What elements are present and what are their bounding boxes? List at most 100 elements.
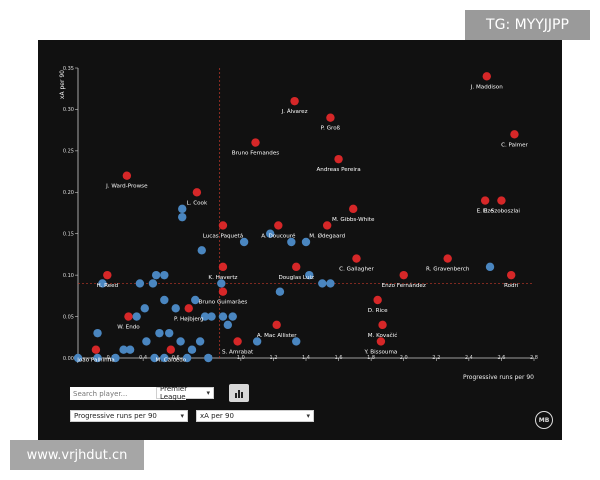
- player-point: [195, 337, 205, 346]
- chart-panel: 00.20.40.60.81.01.21.41.61.82.02.22.42.6…: [38, 40, 562, 440]
- player-point: [73, 353, 83, 363]
- y-tick-label: 0.05: [63, 314, 74, 320]
- player-point: [191, 295, 200, 305]
- player-label: João Palhinha: [76, 358, 114, 364]
- player-point: [265, 229, 275, 238]
- player-point: [275, 287, 285, 296]
- watermark-bottom: www.vrjhdut.cn: [10, 440, 144, 470]
- player-label: W. Endo: [117, 325, 140, 331]
- player-point: [207, 312, 216, 321]
- x-tick-label: 0.2: [107, 355, 115, 361]
- highlighted-player-point: [290, 96, 299, 106]
- x-tick-label: 2.4: [465, 355, 473, 361]
- player-label: Y. Bissouma: [363, 349, 397, 355]
- player-label: Bruno Guimarães: [199, 300, 248, 306]
- highlighted-player-point: [124, 312, 133, 321]
- player-label: J. Ward-Prowse: [105, 184, 148, 190]
- y-tick-label: 0.20: [63, 190, 74, 196]
- highlighted-player-point: [184, 304, 193, 313]
- player-point: [305, 270, 314, 280]
- x-tick-label: 2.8: [530, 355, 538, 361]
- highlighted-player-point: [91, 345, 101, 354]
- x-tick-label: 0.4: [139, 355, 147, 361]
- player-point: [176, 337, 185, 346]
- player-point: [155, 328, 164, 338]
- bar-chart-icon: [235, 393, 237, 398]
- player-point: [239, 237, 249, 247]
- highlighted-player-point: [272, 320, 281, 330]
- player-point: [148, 279, 158, 288]
- highlighted-player-point: [376, 337, 386, 346]
- player-point: [217, 279, 226, 288]
- player-point: [318, 279, 327, 288]
- player-label: Rodri: [504, 283, 519, 289]
- highlighted-player-point: [322, 221, 332, 230]
- highlighted-player-point: [192, 188, 202, 197]
- league-select-value: Premier League: [160, 385, 188, 401]
- y-axis-label: xA per 90: [59, 70, 66, 99]
- highlighted-player-point: [218, 287, 228, 296]
- player-point: [292, 337, 301, 346]
- player-label: R. Gravenberch: [426, 267, 470, 273]
- player-point: [160, 270, 169, 280]
- player-label: Bruno Fernandes: [232, 151, 279, 157]
- player-label: D. Szoboszlai: [483, 209, 521, 215]
- highlighted-player-point: [292, 262, 301, 272]
- x-tick-label: 1.0: [237, 355, 245, 361]
- player-point: [182, 353, 192, 363]
- player-label: C. Palmer: [501, 142, 528, 148]
- highlighted-player-point: [443, 254, 452, 263]
- player-label: E. Eze: [477, 209, 495, 215]
- player-point: [98, 279, 107, 288]
- watermark-top: TG: MYYJJPP: [465, 10, 590, 40]
- highlighted-player-point: [510, 130, 519, 139]
- mb-logo-icon: MB: [535, 411, 553, 429]
- player-label: A. Doucouré: [261, 232, 296, 239]
- player-point: [119, 345, 128, 354]
- highlighted-player-point: [233, 337, 242, 346]
- chevron-down-icon: ▾: [206, 389, 210, 397]
- player-label: A. Mac Allister: [257, 333, 297, 339]
- player-label: P. Højbjerg: [174, 316, 204, 322]
- player-point: [187, 345, 197, 354]
- highlighted-player-point: [251, 138, 260, 147]
- player-point: [223, 320, 233, 330]
- y-tick-label: 0.10: [63, 273, 74, 279]
- player-label: M. Gibbs-White: [332, 217, 375, 223]
- player-point: [228, 312, 237, 321]
- x-tick-label: 2.6: [497, 355, 505, 361]
- x-metric-select[interactable]: Progressive runs per 90 ▾: [70, 410, 188, 422]
- player-point: [160, 353, 169, 363]
- player-label: Lucas Paquetá: [203, 232, 243, 239]
- player-point: [171, 304, 180, 313]
- player-point: [93, 353, 102, 363]
- highlighted-player-point: [373, 295, 382, 305]
- player-label: J. Álvarez: [281, 108, 308, 115]
- player-point: [200, 312, 210, 321]
- player-label: C. Gallagher: [339, 267, 374, 273]
- chevron-down-icon: ▾: [306, 412, 310, 420]
- x-tick-label: 2.0: [400, 355, 408, 361]
- y-tick-label: 0.30: [63, 107, 74, 113]
- player-point: [204, 353, 213, 363]
- player-point: [150, 353, 159, 363]
- player-label: Douglas Luiz: [278, 275, 314, 281]
- y-tick-label: 0.35: [63, 66, 74, 72]
- player-label: L. Cook: [187, 200, 208, 206]
- league-select[interactable]: Premier League ▾: [156, 385, 214, 401]
- player-label: M. Kovačić: [368, 332, 398, 339]
- y-metric-select[interactable]: xA per 90 ▾: [196, 410, 314, 422]
- highlighted-player-point: [326, 113, 335, 122]
- x-tick-label: 1.2: [269, 355, 277, 361]
- highlighted-player-point: [497, 196, 506, 205]
- x-metric-value: Progressive runs per 90: [74, 412, 157, 420]
- player-point: [151, 270, 161, 280]
- player-label: J. Maddison: [470, 84, 503, 90]
- player-label: H. Reed: [96, 283, 118, 289]
- highlighted-player-point: [103, 270, 112, 280]
- player-point: [178, 212, 187, 222]
- player-point: [287, 237, 296, 247]
- bar-chart-button[interactable]: [229, 384, 249, 402]
- player-point: [197, 246, 206, 255]
- highlighted-player-point: [166, 345, 176, 354]
